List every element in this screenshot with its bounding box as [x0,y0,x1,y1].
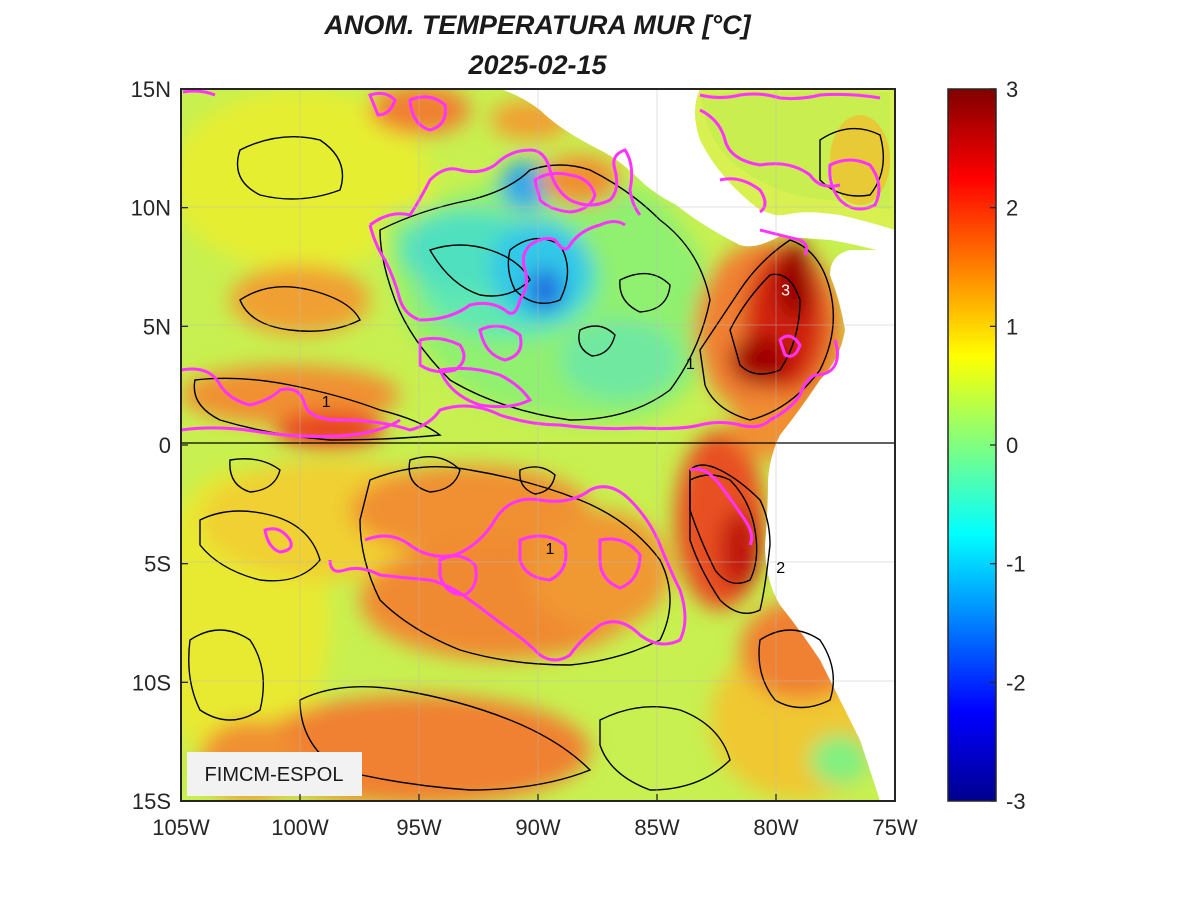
colorbar-tick-label: 1 [1006,314,1018,339]
magenta-contours [181,89,881,662]
lat-tick-label: 15N [131,77,171,102]
colorbar-tick-label: 3 [1006,77,1018,102]
colorbar-tick-label: -2 [1006,670,1026,695]
contour-value-label: 2 [776,560,785,577]
lon-tick-label: 95W [396,815,441,840]
colorbar-tick-label: 0 [1006,433,1018,458]
lat-tick-label: 5S [144,552,171,577]
lon-tick-label: 75W [872,815,917,840]
contour-lines [188,127,885,791]
lon-tick-label: 100W [271,815,329,840]
contour-value-label: 1 [545,541,554,558]
colorbar-axis: 3 2 1 0 -1 -2 -3 [990,77,1026,814]
lon-tick-label: 85W [634,815,679,840]
contour-value-label: 3 [781,282,790,299]
colorbar-tick-label: -1 [1006,552,1026,577]
lon-tick-label: 80W [753,815,798,840]
map-title: ANOM. TEMPERATURA MUR [°C] [324,10,751,40]
contour-value-label: 1 [322,394,331,411]
lat-tick-label: 10S [132,670,171,695]
map-date: 2025-02-15 [468,50,607,80]
lat-tick-label: 10N [131,196,171,221]
sst-anomaly-field: 3 1 1 1 2 FIMCM-ESPOL [181,89,895,801]
colorbar-tick-label: -3 [1006,789,1026,814]
lon-tick-label: 90W [515,815,560,840]
contour-labels: 3 1 1 1 2 [322,282,790,577]
lat-tick-label: 15S [132,789,171,814]
lon-tick-label: 105W [152,815,210,840]
longitude-axis: 105W 100W 95W 90W 85W 80W 75W [152,794,918,840]
credit-box [187,752,362,796]
lat-tick-label: 5N [143,314,171,339]
credit-label: FIMCM-ESPOL [205,764,344,786]
latitude-axis: 15N 10N 5N 0 5S 10S 15S [131,77,188,814]
graticule [181,89,895,801]
lat-tick-label: 0 [159,433,171,458]
colorbar-tick-label: 2 [1006,196,1018,221]
colorbar [948,89,996,801]
contour-value-label: 1 [686,356,695,373]
